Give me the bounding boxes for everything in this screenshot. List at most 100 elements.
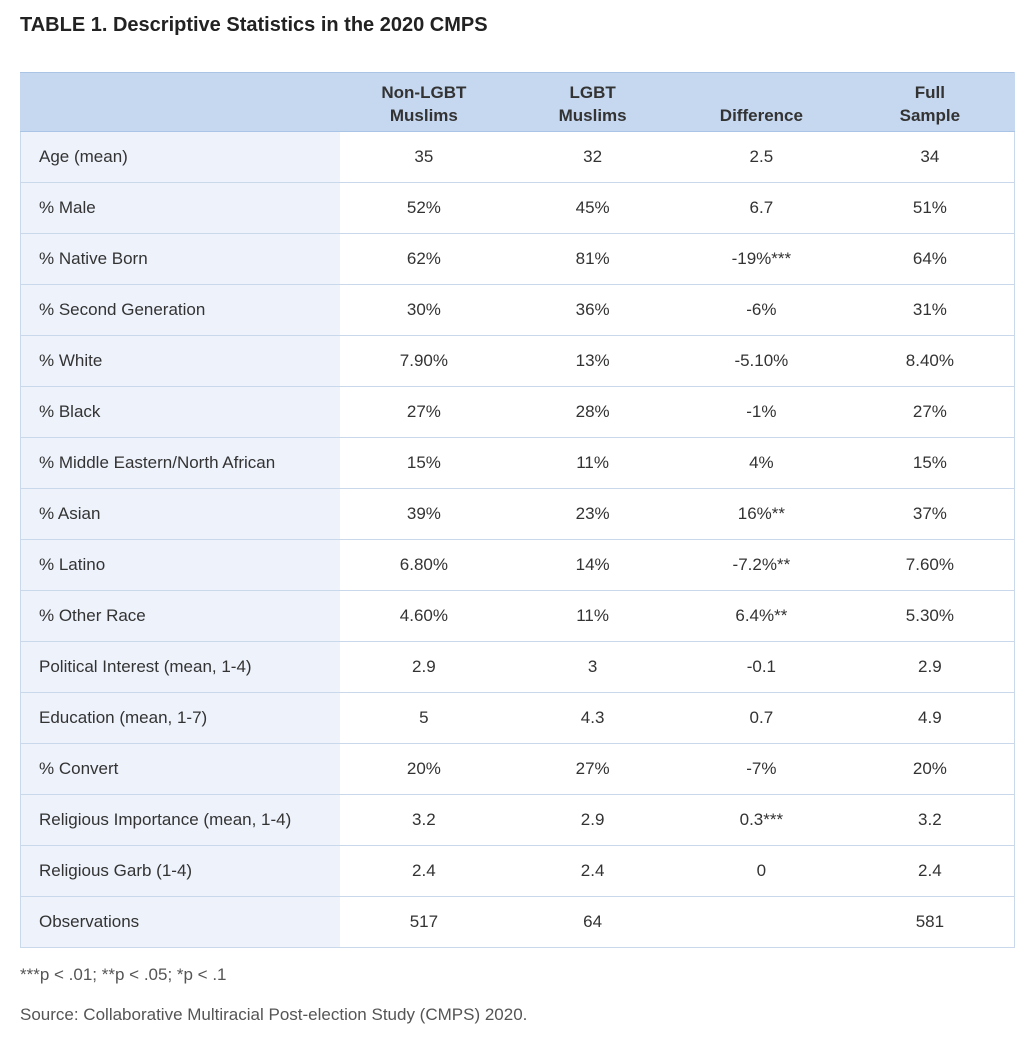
row-label: % Male — [20, 182, 340, 234]
non-lgbt-value: 5 — [339, 692, 509, 744]
difference-value: -7% — [677, 743, 846, 795]
full-sample-value: 3.2 — [845, 794, 1015, 846]
difference-value: -5.10% — [677, 335, 846, 387]
row-label: % Native Born — [20, 233, 340, 285]
lgbt-value: 13% — [508, 335, 677, 387]
non-lgbt-value: 27% — [339, 386, 509, 438]
lgbt-value: 2.4 — [508, 845, 677, 897]
difference-value: 16%** — [677, 488, 846, 540]
full-sample-value: 8.40% — [845, 335, 1015, 387]
lgbt-value: 14% — [508, 539, 677, 591]
table-row: % Convert 20% 27% -7% 20% — [20, 743, 1015, 795]
full-sample-value: 34 — [845, 131, 1015, 183]
difference-value: 0 — [677, 845, 846, 897]
non-lgbt-value: 517 — [339, 896, 509, 948]
lgbt-value: 28% — [508, 386, 677, 438]
table-row: % Middle Eastern/North African 15% 11% 4% 15… — [20, 437, 1015, 489]
non-lgbt-value: 62% — [339, 233, 509, 285]
header-difference: Difference — [677, 72, 846, 132]
non-lgbt-value: 15% — [339, 437, 509, 489]
non-lgbt-value: 39% — [339, 488, 509, 540]
lgbt-value: 45% — [508, 182, 677, 234]
lgbt-value: 11% — [508, 437, 677, 489]
table-row: % Asian 39% 23% 16%** 37% — [20, 488, 1015, 540]
difference-value: -19%*** — [677, 233, 846, 285]
difference-value: 4% — [677, 437, 846, 489]
row-label: % Black — [20, 386, 340, 438]
difference-value: 0.3*** — [677, 794, 846, 846]
source-note: Source: Collaborative Multiracial Post-e… — [20, 1005, 528, 1024]
row-label: Age (mean) — [20, 131, 340, 183]
descriptive-statistics-table: Non-LGBT Muslims LGBT Muslims Difference F… — [20, 72, 1015, 948]
row-label: Religious Importance (mean, 1-4) — [20, 794, 340, 846]
difference-value: 2.5 — [677, 131, 846, 183]
non-lgbt-value: 35 — [339, 131, 509, 183]
full-sample-value: 37% — [845, 488, 1015, 540]
full-sample-value: 2.9 — [845, 641, 1015, 693]
table-row: % Latino 6.80% 14% -7.2%** 7.60% — [20, 539, 1015, 591]
full-sample-value: 31% — [845, 284, 1015, 336]
non-lgbt-value: 2.4 — [339, 845, 509, 897]
difference-value: 6.4%** — [677, 590, 846, 642]
full-sample-value: 20% — [845, 743, 1015, 795]
full-sample-value: 51% — [845, 182, 1015, 234]
row-label: Political Interest (mean, 1-4) — [20, 641, 340, 693]
difference-value — [677, 896, 846, 948]
table-row: % Native Born 62% 81% -19%*** 64% — [20, 233, 1015, 285]
full-sample-value: 27% — [845, 386, 1015, 438]
non-lgbt-value: 6.80% — [339, 539, 509, 591]
full-sample-value: 2.4 — [845, 845, 1015, 897]
row-label: % Second Generation — [20, 284, 340, 336]
row-label: % Other Race — [20, 590, 340, 642]
full-sample-value: 4.9 — [845, 692, 1015, 744]
table-row: % Black 27% 28% -1% 27% — [20, 386, 1015, 438]
lgbt-value: 2.9 — [508, 794, 677, 846]
difference-value: -7.2%** — [677, 539, 846, 591]
table-title: TABLE 1. Descriptive Statistics in the 2… — [20, 14, 488, 36]
lgbt-value: 64 — [508, 896, 677, 948]
table-row: Observations 517 64 581 — [20, 896, 1015, 948]
non-lgbt-value: 7.90% — [339, 335, 509, 387]
row-label: Education (mean, 1-7) — [20, 692, 340, 744]
lgbt-value: 32 — [508, 131, 677, 183]
full-sample-value: 15% — [845, 437, 1015, 489]
lgbt-value: 4.3 — [508, 692, 677, 744]
non-lgbt-value: 30% — [339, 284, 509, 336]
non-lgbt-value: 4.60% — [339, 590, 509, 642]
row-label: % Latino — [20, 539, 340, 591]
lgbt-value: 81% — [508, 233, 677, 285]
difference-value: 6.7 — [677, 182, 846, 234]
significance-note: ***p < .01; **p < .05; *p < .1 — [20, 965, 227, 984]
full-sample-value: 7.60% — [845, 539, 1015, 591]
row-label: % White — [20, 335, 340, 387]
full-sample-value: 581 — [845, 896, 1015, 948]
row-label: % Middle Eastern/North African — [20, 437, 340, 489]
full-sample-value: 5.30% — [845, 590, 1015, 642]
header-row: Non-LGBT Muslims LGBT Muslims Difference F… — [20, 72, 1015, 132]
table-row: Religious Importance (mean, 1-4) 3.2 2.9 0… — [20, 794, 1015, 846]
header-non-lgbt-muslims: Non-LGBT Muslims — [339, 72, 509, 132]
table-row: % White 7.90% 13% -5.10% 8.40% — [20, 335, 1015, 387]
header-lgbt-muslims: LGBT Muslims — [508, 72, 677, 132]
table-row: Age (mean) 35 32 2.5 34 — [20, 131, 1015, 183]
full-sample-value: 64% — [845, 233, 1015, 285]
row-label: Religious Garb (1-4) — [20, 845, 340, 897]
lgbt-value: 11% — [508, 590, 677, 642]
non-lgbt-value: 20% — [339, 743, 509, 795]
table-row: Political Interest (mean, 1-4) 2.9 3 -0.1 2.… — [20, 641, 1015, 693]
table-row: % Male 52% 45% 6.7 51% — [20, 182, 1015, 234]
table-body: Age (mean) 35 32 2.5 34% Male 52% 45% 6.7 51%% N… — [20, 131, 1015, 948]
table-row: Religious Garb (1-4) 2.4 2.4 0 2.4 — [20, 845, 1015, 897]
non-lgbt-value: 52% — [339, 182, 509, 234]
row-label: Observations — [20, 896, 340, 948]
header-full-sample: Full Sample — [845, 72, 1015, 132]
lgbt-value: 23% — [508, 488, 677, 540]
lgbt-value: 36% — [508, 284, 677, 336]
header-label-column — [20, 72, 340, 132]
difference-value: 0.7 — [677, 692, 846, 744]
difference-value: -0.1 — [677, 641, 846, 693]
difference-value: -6% — [677, 284, 846, 336]
lgbt-value: 3 — [508, 641, 677, 693]
table-row: % Second Generation 30% 36% -6% 31% — [20, 284, 1015, 336]
non-lgbt-value: 3.2 — [339, 794, 509, 846]
